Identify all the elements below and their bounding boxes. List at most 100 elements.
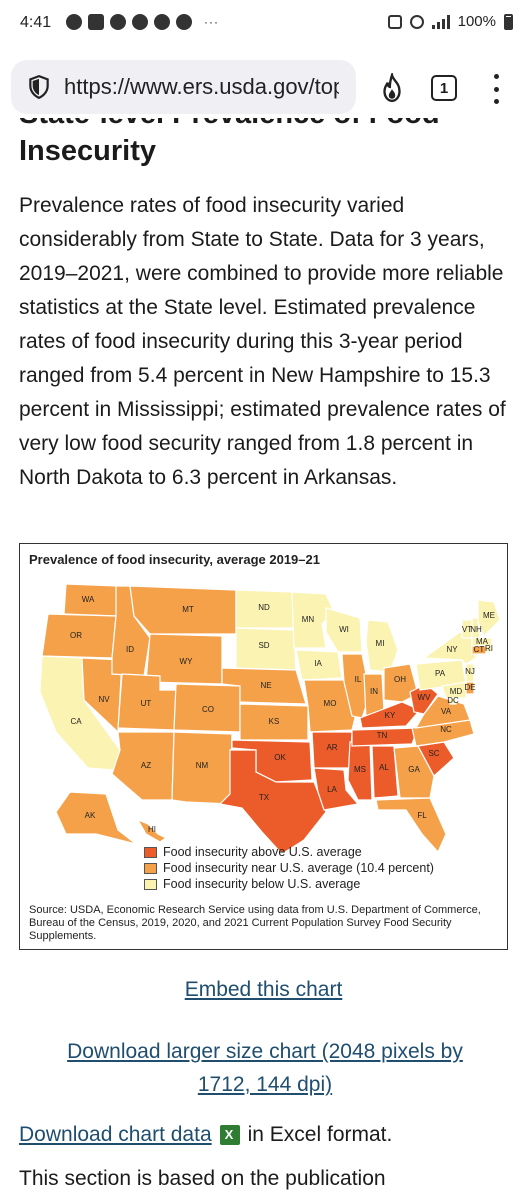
state-label-tn: TN bbox=[377, 731, 388, 740]
page-content: State-level Prevalence of Food Insecurit… bbox=[0, 118, 527, 1200]
state-label-al: AL bbox=[379, 763, 389, 772]
state-ks bbox=[239, 703, 309, 741]
menu-icon[interactable] bbox=[492, 74, 500, 104]
download-chart-data-row: Download chart data in Excel format. bbox=[19, 1118, 392, 1151]
status-time: 4:41 bbox=[20, 14, 52, 31]
state-label-nc: NC bbox=[440, 725, 452, 734]
state-label-mt: MT bbox=[182, 605, 194, 614]
state-label-wi: WI bbox=[339, 625, 349, 634]
state-label-nj: NJ bbox=[465, 667, 475, 676]
facebook-icon bbox=[176, 14, 192, 30]
state-label-pa: PA bbox=[435, 669, 446, 678]
video-icon bbox=[88, 14, 104, 30]
state-label-nv: NV bbox=[98, 695, 110, 704]
us-states-map: WA OR CA NV ID MT WY UT AZ CO NM ND SD NE KS OK TX MN IA MO… bbox=[39, 583, 501, 852]
legend-swatch-below bbox=[144, 878, 157, 890]
state-label-mo: MO bbox=[324, 699, 337, 708]
state-label-co: CO bbox=[202, 705, 214, 714]
facebook-icon bbox=[154, 14, 170, 30]
excel-icon bbox=[219, 1124, 240, 1145]
fire-icon[interactable] bbox=[378, 73, 406, 103]
heading-line-2: Insecurity bbox=[19, 135, 156, 167]
shield-icon[interactable] bbox=[26, 74, 52, 100]
state-ct bbox=[471, 645, 487, 655]
legend-item-below: Food insecurity below U.S. average bbox=[144, 876, 434, 892]
state-dc bbox=[449, 697, 457, 705]
legend-item-above: Food insecurity above U.S. average bbox=[144, 844, 434, 860]
state-label-oh: OH bbox=[394, 675, 406, 684]
state-label-hi: HI bbox=[148, 825, 156, 834]
map-legend: Food insecurity above U.S. average Food … bbox=[144, 844, 434, 892]
alarm-icon bbox=[409, 14, 424, 29]
figure-title: Prevalence of food insecurity, average 2… bbox=[29, 552, 320, 567]
legend-label-near: Food insecurity near U.S. average (10.4 … bbox=[163, 861, 434, 875]
url-bar[interactable]: https://www.ers.usda.gov/topics/food-nut… bbox=[11, 60, 356, 114]
state-label-sd: SD bbox=[258, 641, 269, 650]
state-label-ri: RI bbox=[485, 644, 493, 653]
tabs-button[interactable]: 1 bbox=[431, 75, 457, 101]
state-label-ks: KS bbox=[269, 717, 280, 726]
state-me bbox=[477, 599, 501, 638]
state-mn bbox=[291, 591, 335, 649]
state-ny bbox=[422, 631, 477, 665]
state-label-ga: GA bbox=[408, 765, 420, 774]
state-label-de: DE bbox=[464, 683, 475, 692]
heading-line-1: State-level Prevalence of Food bbox=[19, 118, 440, 130]
state-label-nd: ND bbox=[258, 603, 270, 612]
state-hi bbox=[136, 818, 168, 843]
notification-icons: ··· bbox=[66, 14, 219, 30]
state-tn bbox=[351, 727, 419, 747]
legend-swatch-near bbox=[144, 862, 157, 874]
state-fl bbox=[375, 797, 447, 852]
state-label-ny: NY bbox=[446, 645, 458, 654]
state-label-ms: MS bbox=[354, 765, 366, 774]
legend-label-below: Food insecurity below U.S. average bbox=[163, 877, 361, 891]
download-large-chart-link[interactable]: Download larger size chart (2048 pixels … bbox=[67, 1040, 463, 1096]
state-label-mi: MI bbox=[376, 639, 385, 648]
state-label-mn: MN bbox=[302, 615, 315, 624]
state-label-va: VA bbox=[441, 707, 452, 716]
embed-chart-link-wrap: Embed this chart bbox=[0, 973, 527, 1006]
legend-label-above: Food insecurity above U.S. average bbox=[163, 845, 362, 859]
state-label-dc: DC bbox=[447, 696, 459, 705]
embed-chart-link[interactable]: Embed this chart bbox=[184, 978, 343, 1001]
state-label-ia: IA bbox=[314, 659, 322, 668]
state-label-ak: AK bbox=[85, 811, 96, 820]
state-label-az: AZ bbox=[141, 761, 151, 770]
legend-item-near: Food insecurity near U.S. average (10.4 … bbox=[144, 860, 434, 876]
partial-text: This section is based on the publication bbox=[19, 1167, 386, 1190]
state-label-ct: CT bbox=[474, 645, 485, 654]
more-notifications-icon: ··· bbox=[204, 15, 219, 29]
figure-source: Source: USDA, Economic Research Service … bbox=[29, 904, 481, 942]
state-la bbox=[313, 767, 360, 811]
system-icons: 100% bbox=[387, 13, 513, 30]
state-ia bbox=[295, 649, 343, 681]
facebook-icon bbox=[110, 14, 126, 30]
state-al bbox=[371, 745, 399, 799]
status-bar: 4:41 ··· 100% bbox=[0, 0, 527, 50]
state-label-wa: WA bbox=[82, 595, 95, 604]
messenger-icon bbox=[66, 14, 82, 30]
state-label-ut: UT bbox=[141, 699, 152, 708]
state-label-md: MD bbox=[450, 687, 463, 696]
download-large-chart-wrap: Download larger size chart (2048 pixels … bbox=[40, 1035, 490, 1101]
state-label-me: ME bbox=[483, 611, 495, 620]
body-paragraph: Prevalence rates of food insecurity vari… bbox=[19, 194, 506, 489]
state-label-la: LA bbox=[327, 785, 337, 794]
url-text[interactable]: https://www.ers.usda.gov/topics/food-nut… bbox=[64, 74, 339, 99]
state-label-in: IN bbox=[370, 687, 378, 696]
battery-percent: 100% bbox=[457, 13, 496, 30]
state-wi bbox=[325, 607, 363, 653]
download-format-text: in Excel format. bbox=[247, 1122, 393, 1146]
state-label-nh: NH bbox=[470, 625, 482, 634]
state-label-wy: WY bbox=[180, 657, 194, 666]
state-label-wv: WV bbox=[418, 693, 432, 702]
state-nm bbox=[171, 731, 233, 805]
download-chart-data-link[interactable]: Download chart data bbox=[19, 1123, 212, 1146]
food-insecurity-map-figure[interactable]: Prevalence of food insecurity, average 2… bbox=[19, 543, 508, 950]
state-label-or: OR bbox=[70, 631, 82, 640]
state-label-tx: TX bbox=[259, 793, 270, 802]
state-label-ne: NE bbox=[260, 681, 271, 690]
state-label-nm: NM bbox=[196, 761, 209, 770]
state-label-ky: KY bbox=[385, 711, 396, 720]
